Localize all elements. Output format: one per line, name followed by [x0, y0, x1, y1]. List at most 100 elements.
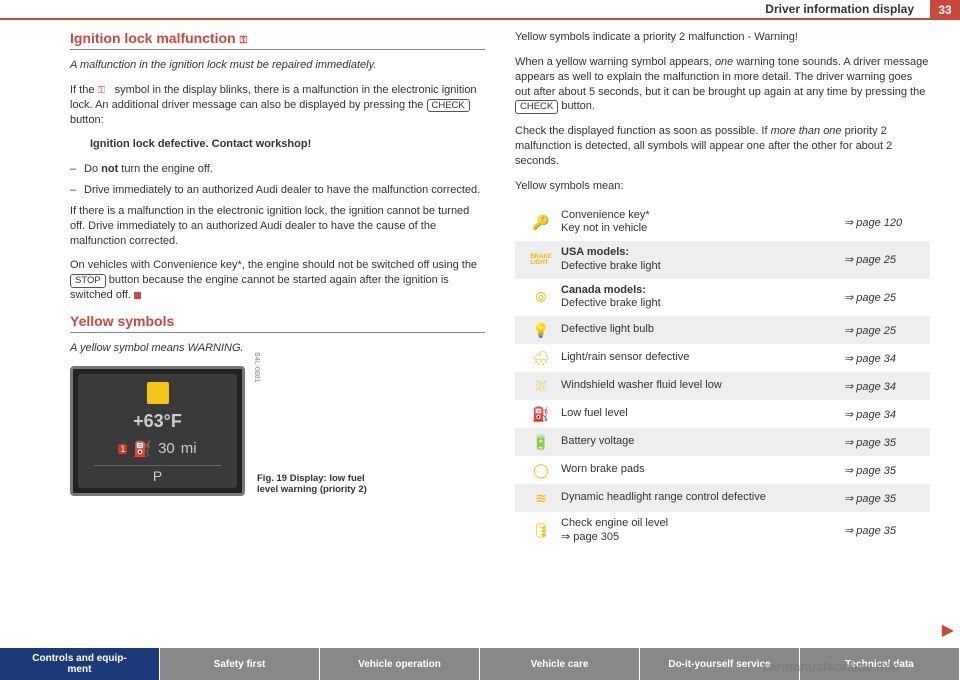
symbol-page-ref: ⇒ page 34 [844, 408, 924, 421]
symbol-icon: 🛢 [521, 522, 561, 539]
r-para-1: Yellow symbols indicate a priority 2 mal… [515, 30, 930, 45]
symbol-icon: ⛽ [521, 406, 561, 423]
unit: mi [181, 440, 197, 457]
bullet-2: Drive immediately to an authorized Audi … [70, 183, 485, 198]
symbol-desc: Canada models:Defective brake light [561, 284, 844, 312]
symbol-page-ref: ⇒ page 25 [844, 253, 924, 266]
defective-msg: Ignition lock defective. Contact worksho… [90, 137, 485, 152]
symbol-table: 🔑Convenience key*Key not in vehicle⇒ pag… [515, 204, 930, 550]
text: button: [70, 114, 104, 126]
symbol-row: 🛢Check engine oil level⇒ page 305⇒ page … [515, 512, 930, 550]
text: If the [70, 84, 98, 96]
text: When a yellow warning symbol appears, [515, 56, 715, 68]
symbol-desc: Worn brake pads [561, 463, 844, 477]
text-italic: one [715, 56, 733, 68]
text: On vehicles with Convenience key*, the e… [70, 259, 477, 271]
symbol-row: ⦾Canada models:Defective brake light⇒ pa… [515, 279, 930, 317]
symbol-icon: ⦾ [521, 289, 561, 306]
symbol-page-ref: ⇒ page 25 [844, 291, 924, 304]
symbol-page-ref: ⇒ page 34 [844, 352, 924, 365]
display-screen: +63°F 1 ⛽ 30 mi P B4L-0881 [70, 366, 245, 496]
display-temp: +63°F [133, 411, 182, 432]
symbol-row: 🌧Light/rain sensor defective⇒ page 34 [515, 344, 930, 372]
display-miles: 1 ⛽ 30 mi [118, 440, 196, 458]
text: Check the displayed function as soon as … [515, 125, 771, 137]
r-para-4: Yellow symbols mean: [515, 179, 930, 194]
symbol-page-ref: ⇒ page 35 [844, 464, 924, 477]
symbol-page-ref: ⇒ page 35 [844, 524, 924, 537]
symbol-row: ⛽Low fuel level⇒ page 34 [515, 400, 930, 428]
text-bold: not [101, 163, 118, 175]
text: symbol in the display blinks, there is a… [70, 84, 477, 111]
text: turn the engine off. [118, 163, 213, 175]
nav-tab[interactable]: Safety first [160, 648, 320, 680]
subtitle-1: A malfunction in the ignition lock must … [70, 58, 485, 73]
para-3: On vehicles with Convenience key*, the e… [70, 258, 485, 303]
watermark: carmanualsonline.info [762, 659, 900, 674]
check-button-label: CHECK [427, 99, 470, 112]
text: button because the engine cannot be star… [70, 274, 449, 301]
r-para-2: When a yellow warning symbol appears, on… [515, 55, 930, 114]
next-page-arrow-icon[interactable]: ▶ [942, 620, 954, 640]
key-icon-inline [98, 83, 112, 93]
section-title-ignition: Ignition lock malfunction [70, 30, 485, 50]
subtitle-2: A yellow symbol means WARNING. [70, 341, 485, 356]
right-column: Yellow symbols indicate a priority 2 mal… [515, 30, 930, 550]
nav-tab[interactable]: Vehicle operation [320, 648, 480, 680]
symbol-desc: Convenience key*Key not in vehicle [561, 209, 844, 237]
check-button-label: CHECK [515, 100, 558, 113]
r-para-3: Check the displayed function as soon as … [515, 124, 930, 169]
symbol-page-ref: ⇒ page 34 [844, 380, 924, 393]
symbol-desc: Defective light bulb [561, 323, 844, 337]
symbol-row: ⛆Windshield washer fluid level low⇒ page… [515, 372, 930, 400]
symbol-desc: Battery voltage [561, 435, 844, 449]
ignition-key-icon [240, 30, 254, 40]
fuel-mini-icon: ⛽ [133, 440, 152, 458]
symbol-page-ref: ⇒ page 25 [844, 324, 924, 337]
symbol-icon: ◯ [521, 462, 561, 479]
image-code: B4L-0881 [253, 352, 260, 382]
symbol-desc: Dynamic headlight range control defectiv… [561, 491, 844, 505]
symbol-page-ref: ⇒ page 120 [844, 216, 924, 229]
header-label: Driver information display [759, 0, 920, 18]
symbol-desc: Check engine oil level⇒ page 305 [561, 517, 844, 545]
symbol-icon: ≋ [521, 490, 561, 507]
symbol-row: BRAKELIGHTUSA models:Defective brake lig… [515, 241, 930, 279]
title-text: Ignition lock malfunction [70, 30, 236, 46]
symbol-desc: Windshield washer fluid level low [561, 379, 844, 393]
symbol-row: 💡Defective light bulb⇒ page 25 [515, 316, 930, 344]
text: Do [84, 163, 101, 175]
para-1: If the symbol in the display blinks, the… [70, 83, 485, 128]
end-square-icon [134, 292, 141, 299]
symbol-row: ◯Worn brake pads⇒ page 35 [515, 456, 930, 484]
symbol-desc: USA models:Defective brake light [561, 246, 844, 274]
fuel-warning-icon [147, 382, 169, 404]
symbol-page-ref: ⇒ page 35 [844, 492, 924, 505]
display-gear: P [94, 465, 221, 484]
symbol-icon: 🌧 [521, 350, 561, 367]
symbol-icon: 💡 [521, 322, 561, 339]
header-rule [0, 18, 960, 20]
symbol-row: ≋Dynamic headlight range control defecti… [515, 484, 930, 512]
symbol-page-ref: ⇒ page 35 [844, 436, 924, 449]
symbol-icon: 🔑 [521, 214, 561, 231]
dist: 30 [158, 440, 175, 457]
symbol-row: 🔋Battery voltage⇒ page 35 [515, 428, 930, 456]
symbol-desc: Low fuel level [561, 407, 844, 421]
left-column: Ignition lock malfunction A malfunction … [70, 30, 485, 550]
text-italic: more than one [771, 125, 842, 137]
symbol-icon: BRAKELIGHT [521, 254, 561, 266]
para-2: If there is a malfunction in the electro… [70, 204, 485, 249]
nav-tab[interactable]: Vehicle care [480, 648, 640, 680]
display-figure: +63°F 1 ⛽ 30 mi P B4L-0881 Fig. 19 Displ… [70, 366, 485, 496]
content-area: Ignition lock malfunction A malfunction … [0, 0, 960, 560]
stop-button-label: STOP [70, 274, 106, 287]
nav-tab[interactable]: Controls and equip-ment [0, 648, 160, 680]
bullet-1: Do not turn the engine off. [70, 162, 485, 177]
symbol-row: 🔑Convenience key*Key not in vehicle⇒ pag… [515, 204, 930, 242]
text: button. [558, 100, 595, 112]
symbol-icon: 🔋 [521, 434, 561, 451]
display-inner: +63°F 1 ⛽ 30 mi P [78, 374, 237, 488]
section-title-yellow: Yellow symbols [70, 313, 485, 333]
page-number: 33 [930, 0, 960, 20]
